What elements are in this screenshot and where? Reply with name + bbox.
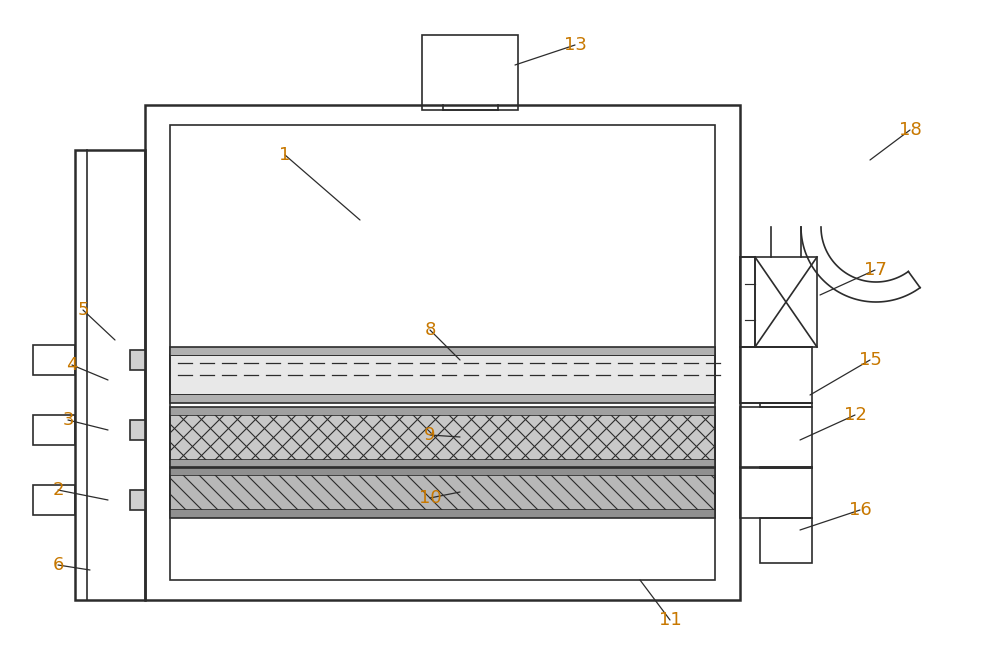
Bar bbox=[740, 407, 812, 468]
Bar bbox=[33, 415, 75, 445]
Bar bbox=[130, 420, 145, 440]
Bar bbox=[170, 407, 715, 415]
Text: 10: 10 bbox=[419, 489, 441, 507]
Bar bbox=[422, 35, 518, 110]
Bar bbox=[740, 257, 755, 347]
Text: 2: 2 bbox=[52, 481, 64, 499]
Text: 11: 11 bbox=[659, 611, 681, 629]
Text: 1: 1 bbox=[279, 146, 291, 164]
Bar bbox=[740, 347, 812, 403]
Text: 15: 15 bbox=[859, 351, 881, 369]
Bar bbox=[130, 490, 145, 510]
Text: 6: 6 bbox=[52, 556, 64, 574]
Bar bbox=[170, 415, 715, 460]
Bar bbox=[170, 347, 715, 403]
Bar bbox=[145, 105, 740, 600]
Text: 13: 13 bbox=[564, 36, 586, 54]
Bar bbox=[170, 395, 715, 403]
Text: 3: 3 bbox=[62, 411, 74, 429]
Text: 8: 8 bbox=[424, 321, 436, 339]
Bar bbox=[75, 150, 145, 600]
Bar bbox=[170, 125, 715, 580]
Bar bbox=[760, 403, 812, 407]
Bar bbox=[130, 350, 145, 370]
Bar bbox=[755, 257, 817, 347]
Text: 16: 16 bbox=[849, 501, 871, 519]
Bar bbox=[170, 355, 715, 395]
Bar bbox=[170, 467, 715, 475]
Text: 17: 17 bbox=[864, 261, 886, 279]
Bar bbox=[33, 345, 75, 375]
Bar bbox=[170, 510, 715, 518]
Text: 4: 4 bbox=[66, 356, 78, 374]
Bar bbox=[170, 460, 715, 468]
Bar bbox=[740, 467, 812, 518]
Bar bbox=[760, 518, 812, 563]
Text: 9: 9 bbox=[424, 426, 436, 444]
Text: 18: 18 bbox=[899, 121, 921, 139]
Bar bbox=[33, 485, 75, 515]
Bar bbox=[170, 475, 715, 510]
Text: 5: 5 bbox=[77, 301, 89, 319]
Bar bbox=[170, 467, 715, 518]
Bar bbox=[170, 347, 715, 355]
Text: 12: 12 bbox=[844, 406, 866, 424]
Bar bbox=[170, 407, 715, 468]
Bar bbox=[760, 467, 812, 468]
